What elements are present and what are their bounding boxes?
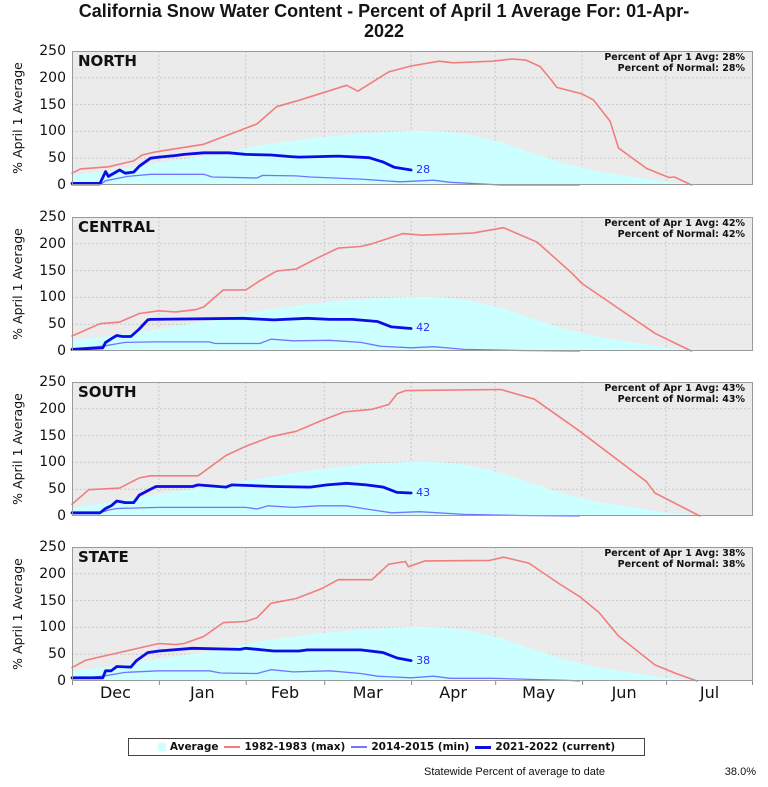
plot-area (70, 547, 753, 682)
average-area (72, 461, 753, 516)
current-value-label: 28 (416, 162, 431, 176)
plot-area (70, 217, 753, 352)
x-tick-label-jul: Jul (699, 683, 720, 702)
x-tick-label-apr: Apr (439, 683, 467, 702)
current-line-2021-2022 (70, 151, 413, 185)
y-tick-label: 150 (39, 262, 66, 279)
percent-annotation: Percent of Apr 1 Avg: 28% Percent of Norm… (604, 52, 745, 75)
current-line-2021-2022 (70, 316, 413, 351)
current-value-label: 43 (416, 485, 431, 499)
y-tick-label: 150 (39, 592, 66, 609)
y-tick-label: 200 (39, 69, 66, 86)
legend-label: 2014-2015 (min) (371, 741, 470, 753)
legend-swatch-min (351, 746, 368, 748)
percent-of-normal: Percent of Normal: 28% (617, 63, 745, 74)
y-tick-label: 200 (39, 235, 66, 252)
current-value-label: 42 (416, 321, 431, 335)
x-axis-ticks (72, 681, 753, 685)
y-tick-label: 250 (39, 43, 66, 59)
legend-item-min: 2014-2015 (min) (351, 741, 469, 753)
legend-item-average: Average (157, 741, 219, 753)
legend-item-current: 2021-2022 (current) (475, 741, 615, 753)
region-name: CENTRAL (78, 218, 155, 236)
legend-label: 2021-2022 (current) (495, 741, 616, 753)
plot-border (72, 547, 753, 681)
legend-swatch-max (224, 746, 241, 748)
x-tick-label-jan: Jan (189, 683, 215, 702)
y-tick-label: 100 (39, 619, 66, 636)
y-tick-label: 0 (57, 673, 66, 689)
y-tick-label: 200 (39, 400, 66, 417)
y-tick-label: 0 (57, 343, 66, 359)
chart-title-line-2: 2022 (363, 21, 405, 41)
min-line-2014-2015 (71, 505, 580, 517)
percent-of-normal: Percent of Normal: 38% (617, 559, 745, 570)
percent-of-apr1-avg: Percent of Apr 1 Avg: 42% (604, 217, 745, 229)
plot-border (72, 217, 753, 351)
average-area (72, 296, 753, 351)
x-tick-label-mar: Mar (352, 683, 383, 702)
y-tick-label: 50 (48, 481, 66, 498)
x-tick-label-may: May (522, 683, 556, 702)
percent-of-normal: Percent of Normal: 42% (617, 229, 745, 240)
legend-label: Average (169, 741, 219, 753)
x-tick-label-jun: Jun (611, 683, 637, 702)
percent-of-normal: Percent of Normal: 43% (617, 394, 745, 405)
y-tick-label: 250 (39, 374, 66, 390)
plot-area (70, 51, 753, 186)
y-tick-label: 50 (48, 150, 66, 167)
y-tick-label: 0 (57, 508, 66, 524)
y-tick-label: 150 (39, 427, 66, 444)
y-tick-label: 100 (39, 289, 66, 306)
percent-of-apr1-avg: Percent of Apr 1 Avg: 43% (604, 382, 745, 394)
y-tick-label: 50 (48, 316, 66, 333)
region-name: STATE (78, 548, 129, 566)
y-tick-label: 0 (57, 177, 66, 193)
max-line-1982-1983 (71, 58, 693, 186)
y-tick-label: 150 (39, 96, 66, 113)
statewide-percent-value: 38.0% (724, 766, 756, 778)
percent-of-apr1-avg: Percent of Apr 1 Avg: 28% (604, 51, 745, 63)
chart-title-line-1: California Snow Water Content - Percent … (78, 1, 690, 21)
plot-border (72, 51, 753, 185)
legend-label: 1982-1983 (max) (244, 741, 346, 753)
region-name: SOUTH (78, 383, 137, 401)
legend-item-max: 1982-1983 (max) (224, 741, 345, 753)
y-tick-label: 250 (39, 209, 66, 225)
average-area (72, 130, 753, 185)
statewide-percent-label: Statewide Percent of average to date (424, 766, 606, 778)
legend-swatch-average (157, 743, 166, 751)
min-line-2014-2015 (71, 338, 580, 352)
x-tick-label-dec: Dec (99, 683, 131, 702)
y-tick-label: 250 (39, 539, 66, 555)
current-value-label: 38 (416, 653, 431, 667)
x-tick-label-feb: Feb (270, 683, 300, 702)
legend-swatch-current (475, 745, 492, 749)
plot-area (70, 382, 753, 517)
percent-annotation: Percent of Apr 1 Avg: 42% Percent of Norm… (604, 218, 745, 241)
max-line-1982-1983 (71, 556, 698, 682)
y-tick-label: 100 (39, 454, 66, 471)
min-line-2014-2015 (71, 669, 580, 682)
y-tick-label: 100 (39, 123, 66, 140)
min-line-2014-2015 (71, 173, 580, 186)
percent-of-apr1-avg: Percent of Apr 1 Avg: 38% (604, 547, 745, 559)
average-area (72, 626, 753, 681)
legend: Average 1982-1983 (max) 2014-2015 (min) … (128, 738, 645, 756)
max-line-1982-1983 (71, 388, 701, 517)
percent-annotation: Percent of Apr 1 Avg: 38% Percent of Norm… (604, 548, 745, 571)
y-tick-label: 200 (39, 565, 66, 582)
max-line-1982-1983 (71, 226, 693, 352)
y-tick-label: 50 (48, 646, 66, 663)
percent-annotation: Percent of Apr 1 Avg: 43% Percent of Norm… (604, 383, 745, 406)
region-name: NORTH (78, 52, 137, 70)
current-line-2021-2022 (70, 481, 413, 515)
plot-border (72, 382, 753, 516)
current-line-2021-2022 (70, 646, 413, 680)
